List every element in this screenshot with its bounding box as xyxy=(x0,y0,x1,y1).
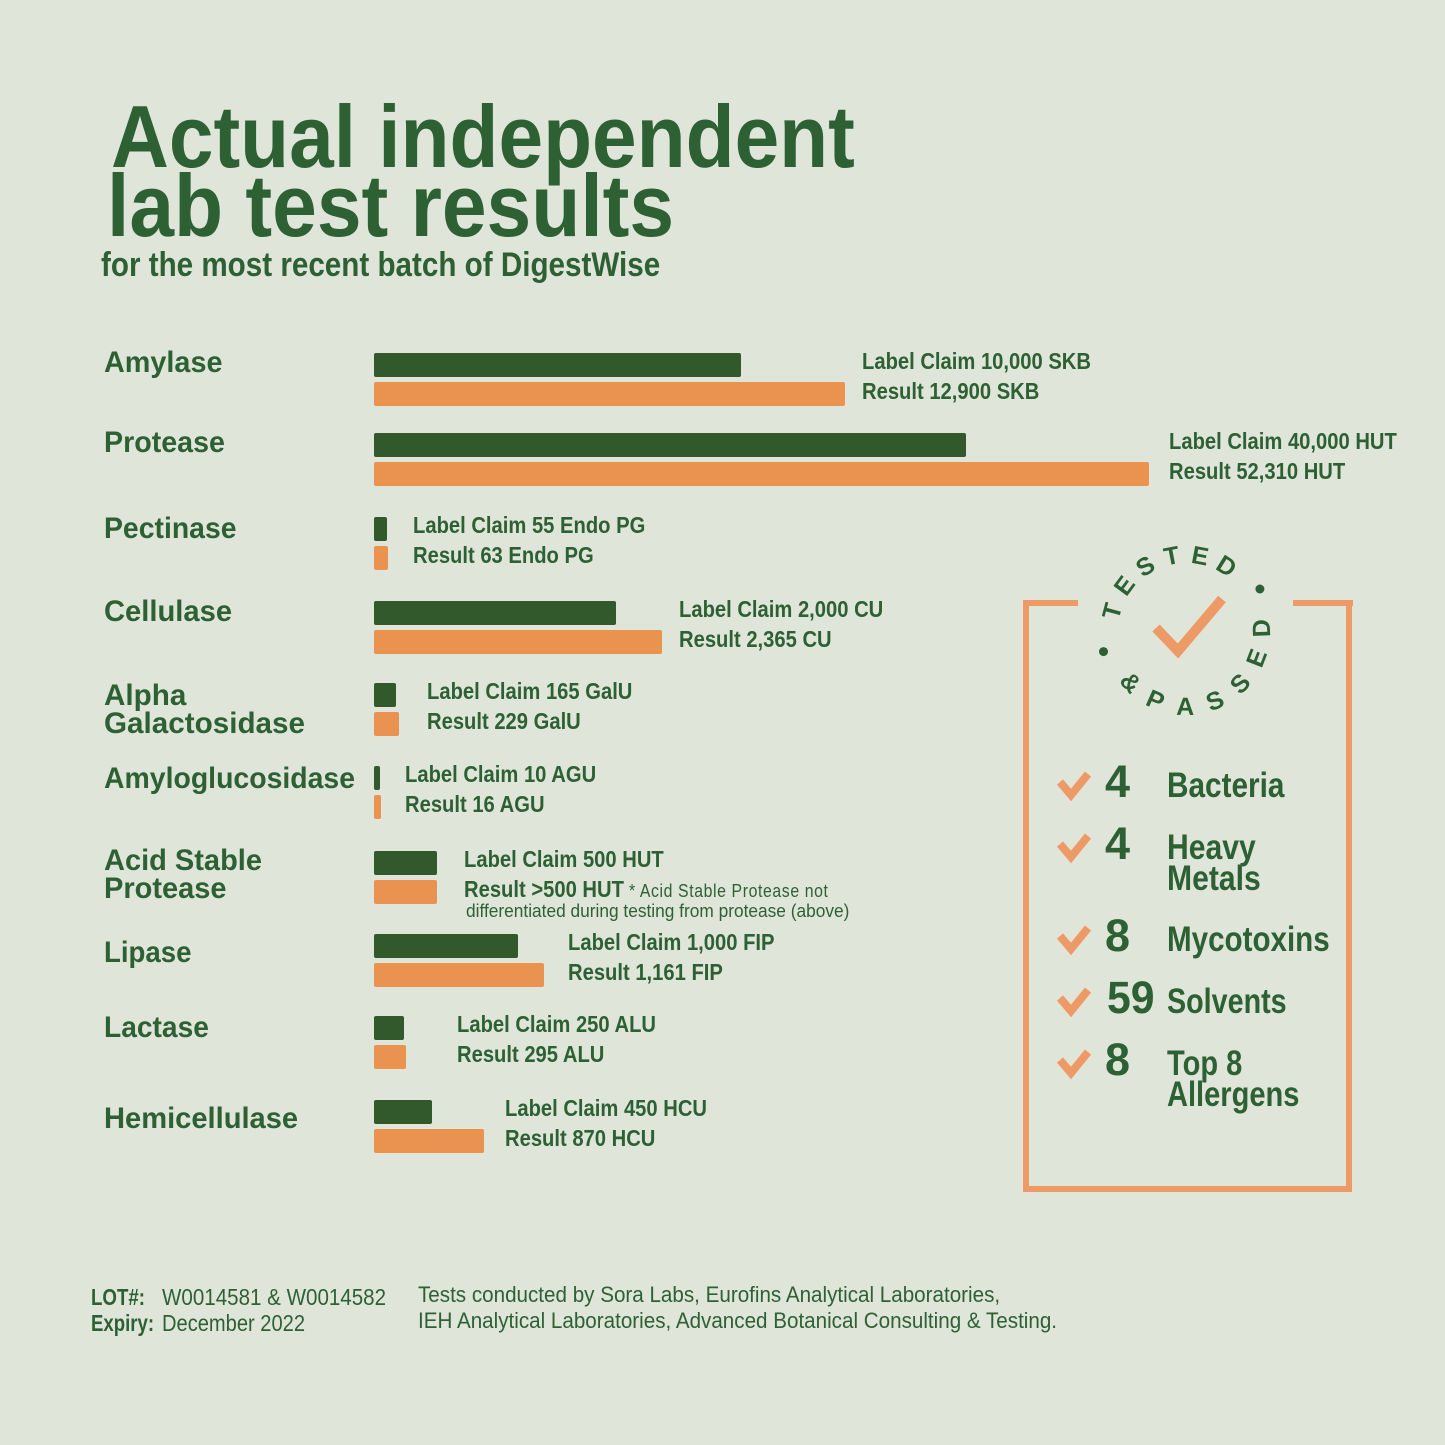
svg-text:S: S xyxy=(1225,668,1257,699)
svg-text:P: P xyxy=(1142,684,1169,716)
svg-text:E: E xyxy=(1189,541,1211,572)
svg-text:A: A xyxy=(1176,693,1194,721)
svg-text:&: & xyxy=(1114,667,1147,699)
svg-text:D: D xyxy=(1211,550,1241,583)
svg-text:T: T xyxy=(1097,600,1128,622)
svg-text:S: S xyxy=(1131,550,1160,583)
svg-text:E: E xyxy=(1241,645,1273,671)
svg-text:S: S xyxy=(1202,685,1228,717)
svg-text:T: T xyxy=(1162,541,1182,571)
svg-text:D: D xyxy=(1248,619,1277,638)
svg-text:E: E xyxy=(1109,571,1141,601)
